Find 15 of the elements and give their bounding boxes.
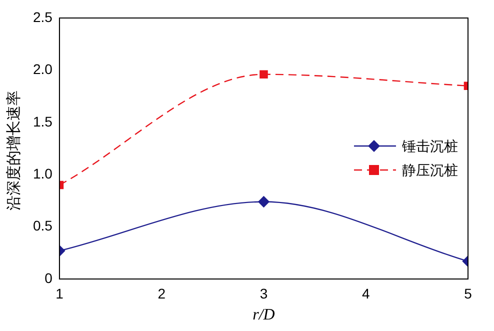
- x-tick-label: 1: [56, 285, 64, 302]
- x-axis-title: r/D: [252, 306, 276, 324]
- y-tick-label: 0.5: [32, 218, 53, 234]
- x-tick-label: 5: [464, 285, 472, 302]
- x-tick-label: 4: [362, 285, 370, 302]
- y-tick-label: 0: [44, 270, 53, 286]
- y-tick-label: 1.0: [32, 165, 53, 182]
- x-tick-label: 3: [260, 285, 268, 302]
- x-tick-label: 2: [158, 285, 166, 302]
- legend-label: 锤击沉桩: [402, 136, 458, 156]
- y-tick-label: 2.5: [32, 8, 53, 25]
- y-axis-title: 沿深度的增长速率: [4, 90, 24, 210]
- legend-label: 静压沉桩: [402, 160, 458, 180]
- y-tick-label: 2.0: [32, 61, 53, 78]
- y-tick-label: 1.5: [32, 113, 53, 130]
